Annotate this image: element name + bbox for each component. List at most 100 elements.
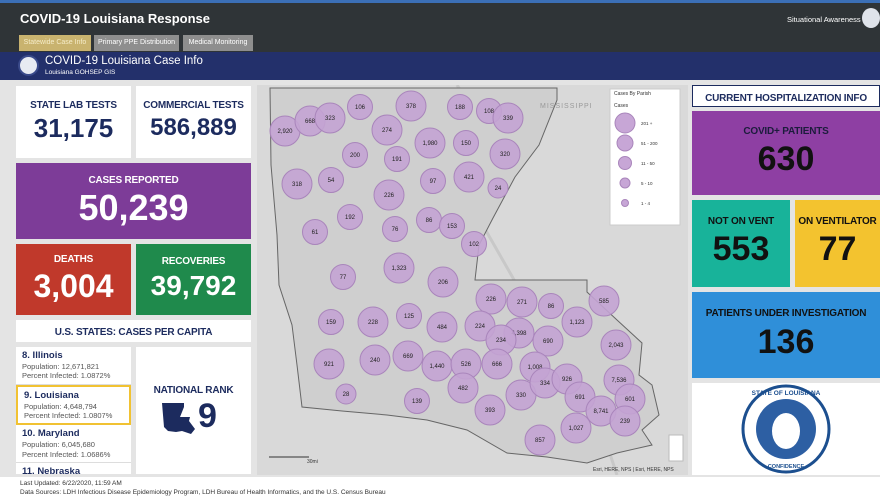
list-item: 11. NebraskaPopulation: 1,934,408 bbox=[16, 463, 131, 474]
parish-bubble bbox=[420, 168, 446, 194]
card-value: 77 bbox=[818, 230, 857, 268]
stat-card: ON VENTILATOR 77 bbox=[795, 200, 880, 287]
legend-swatch bbox=[614, 112, 636, 134]
card-label: CASES REPORTED bbox=[88, 175, 179, 186]
sources: Data Sources: LDH Infectious Disease Epi… bbox=[20, 489, 386, 496]
list-title: U.S. STATES: CASES PER CAPITA bbox=[54, 327, 213, 338]
app-header: COVID-19 Louisiana Response Situational … bbox=[0, 3, 880, 33]
parish-cases: 691 bbox=[575, 395, 586, 401]
parish-cases: 585 bbox=[599, 299, 610, 305]
parish-cases: 1,323 bbox=[391, 266, 407, 272]
parish-bubble bbox=[474, 394, 506, 426]
parish-cases: 150 bbox=[461, 141, 472, 147]
parish-cases: 200 bbox=[350, 153, 361, 159]
parish-cases: 191 bbox=[392, 157, 403, 163]
parish-bubble bbox=[337, 204, 363, 230]
card-label: RECOVERIES bbox=[161, 256, 226, 267]
parish-cases: 421 bbox=[464, 175, 475, 181]
rank-card: NATIONAL RANK 9 bbox=[136, 347, 251, 474]
parish-bubble bbox=[461, 231, 487, 257]
parish-bubble bbox=[404, 388, 430, 414]
parish-bubble bbox=[318, 309, 344, 335]
parish-bubble bbox=[447, 94, 473, 120]
parish-cases: 226 bbox=[486, 297, 497, 303]
parish-cases: 1,440 bbox=[429, 364, 445, 370]
tab[interactable]: Statewide Case Info bbox=[19, 35, 91, 51]
parish-cases: 106 bbox=[355, 105, 366, 111]
updated: Last Updated: 6/22/2020, 11:59 AM bbox=[20, 480, 122, 487]
parish-cases: 926 bbox=[562, 377, 573, 383]
parish-bubble bbox=[561, 306, 593, 338]
parish-cases: 86 bbox=[426, 218, 433, 224]
legend-swatch bbox=[616, 134, 634, 152]
parish-cases: 86 bbox=[548, 304, 555, 310]
parish-bubble bbox=[392, 340, 424, 372]
parish-bubble bbox=[302, 219, 328, 245]
percent-infected: Percent Infected: 1.0872% bbox=[22, 371, 111, 381]
parish-bubble bbox=[489, 138, 521, 170]
tab[interactable]: Primary PPE Distribution bbox=[94, 35, 179, 51]
map[interactable]: MISSISSIPPI Cases By Parish Cases 30mi E… bbox=[257, 85, 688, 475]
parish-cases: 24 bbox=[495, 186, 502, 192]
app-title: COVID-19 Louisiana Response bbox=[20, 11, 210, 26]
parish-bubble bbox=[342, 142, 368, 168]
legend-label: 5 - 10 bbox=[641, 181, 653, 186]
card-value: 586,889 bbox=[150, 114, 237, 141]
zoom-control[interactable] bbox=[668, 434, 684, 462]
per-capita-list[interactable]: 8. Illinois Population: 12,671,821 Percent… bbox=[16, 347, 131, 474]
card-value: 553 bbox=[712, 230, 770, 268]
parish-bubble bbox=[384, 146, 410, 172]
parish-bubble bbox=[426, 311, 458, 343]
population: Population: 6,045,680 bbox=[22, 440, 95, 450]
parish-cases: 857 bbox=[535, 438, 546, 444]
attribution: Esri, HERE, NPS | Esri, HERE, NPS bbox=[593, 467, 674, 473]
parish-cases: 2,043 bbox=[608, 343, 624, 349]
card-value: 3,004 bbox=[33, 268, 114, 304]
legend-swatch bbox=[619, 177, 631, 189]
state-label: MISSISSIPPI bbox=[540, 103, 593, 110]
parish-cases: 393 bbox=[485, 408, 496, 414]
parish-bubble bbox=[382, 216, 408, 242]
card-value: 50,239 bbox=[78, 187, 189, 228]
parish-cases: 666 bbox=[492, 362, 503, 368]
rank-label: NATIONAL RANK bbox=[153, 385, 234, 396]
parish-cases: 601 bbox=[625, 397, 636, 403]
parish-cases: 4,398 bbox=[511, 331, 527, 337]
parish-cases: 526 bbox=[461, 362, 472, 368]
legend-subtitle: Cases bbox=[614, 103, 629, 109]
parish-bubble bbox=[318, 167, 344, 193]
parish-bubble bbox=[487, 177, 509, 199]
parish-bubble bbox=[447, 372, 479, 404]
parish-bubble bbox=[475, 283, 507, 315]
parish-cases: 139 bbox=[412, 399, 423, 405]
parish-bubble bbox=[600, 329, 632, 361]
legend-label: 201 + bbox=[641, 121, 653, 126]
parish-cases: 378 bbox=[406, 104, 417, 110]
parish-cases: 28 bbox=[343, 392, 350, 398]
card-value: 31,175 bbox=[33, 113, 114, 143]
parish-cases: 1,027 bbox=[568, 426, 584, 432]
parish-cases: 1,008 bbox=[527, 365, 543, 371]
seal-text: STATE OF LOUISIANA bbox=[752, 390, 821, 397]
parish-bubble bbox=[532, 325, 564, 357]
stat-card: RECOVERIES 39,792 bbox=[136, 244, 251, 315]
parish-bubble bbox=[588, 285, 620, 317]
parish-bubble bbox=[396, 303, 422, 329]
parish-bubble bbox=[427, 266, 459, 298]
parish-bubble bbox=[313, 348, 345, 380]
percent-infected: Percent Infected: 1.0807% bbox=[24, 410, 113, 420]
card-label: PATIENTS UNDER INVESTIGATION bbox=[705, 308, 867, 319]
tab[interactable]: Medical Monitoring bbox=[183, 35, 253, 51]
parish-bubble bbox=[281, 168, 313, 200]
subheader-subtitle: Louisiana GOHSEP GIS bbox=[45, 69, 116, 76]
situational-link[interactable]: Situational Awareness bbox=[787, 15, 861, 24]
parish-cases: 921 bbox=[324, 362, 335, 368]
parish-bubble bbox=[609, 405, 641, 437]
parish-cases: 61 bbox=[312, 230, 319, 236]
parish-cases: 8,741 bbox=[593, 409, 609, 415]
parish-bubble bbox=[347, 94, 373, 120]
parish-cases: 192 bbox=[345, 215, 356, 221]
card-label: COVID+ PATIENTS bbox=[743, 126, 829, 137]
parish-cases: 7,536 bbox=[611, 378, 627, 384]
